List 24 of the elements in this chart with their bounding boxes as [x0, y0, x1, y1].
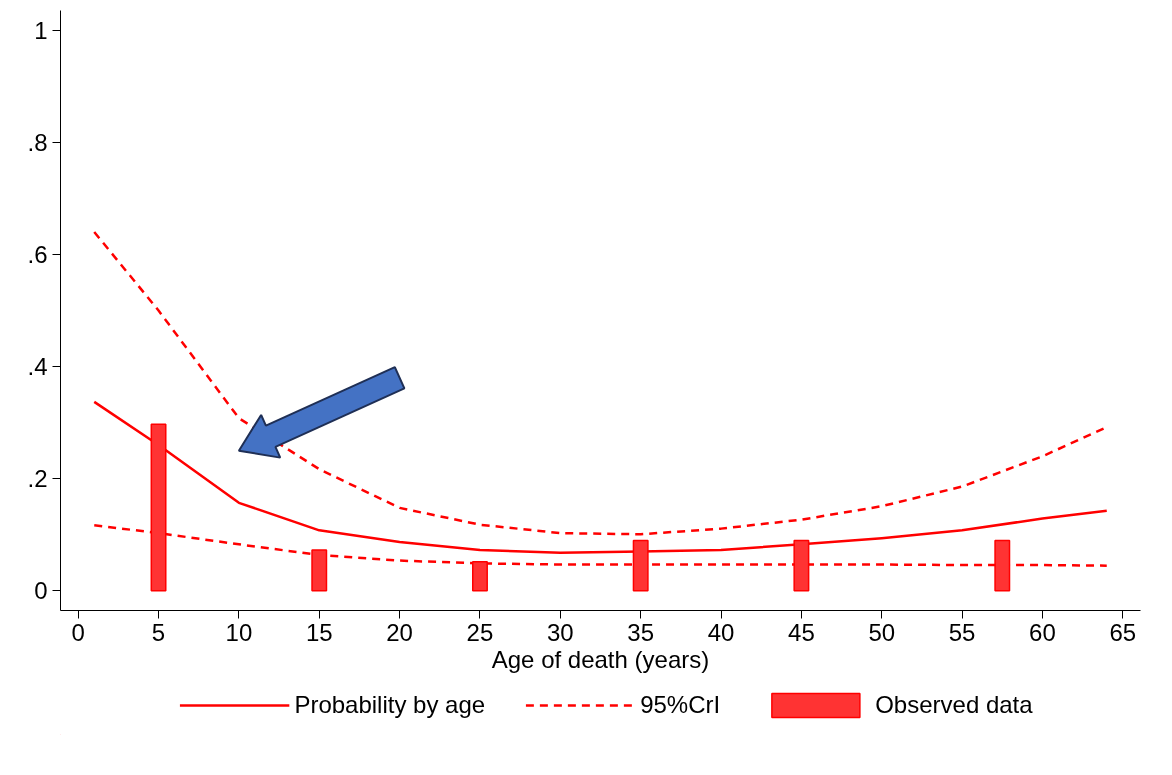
x-tick-label: 40 — [707, 618, 735, 646]
y-tick-label: .4 — [27, 353, 48, 381]
x-tick-label: 55 — [948, 618, 976, 646]
legend-label: 95%CrI — [640, 691, 721, 719]
x-tick-label: 5 — [151, 618, 166, 646]
x-tick-label: 60 — [1029, 618, 1056, 646]
y-tick-label: 0 — [34, 577, 48, 605]
x-tick-label: 0 — [71, 618, 85, 646]
x-tick-label: 15 — [305, 618, 333, 646]
x-tick-label: 45 — [788, 618, 815, 646]
x-tick-label: 35 — [627, 618, 655, 646]
y-tick-label: 1 — [34, 16, 48, 44]
x-tick-label: 50 — [868, 618, 896, 646]
legend-label: Probability by age — [294, 691, 486, 719]
x-tick-label: 20 — [386, 618, 413, 646]
x-tick-label: 10 — [225, 618, 253, 646]
y-tick-label: .2 — [27, 465, 48, 493]
x-tick-label: 25 — [466, 618, 494, 646]
y-tick-label: .8 — [27, 128, 48, 156]
y-tick-label: .6 — [27, 240, 48, 268]
x-tick-label: 65 — [1109, 618, 1137, 646]
x-tick-label: 30 — [546, 618, 574, 646]
legend-label: Observed data — [875, 691, 1033, 719]
x-axis-title: Age of death (years) — [491, 645, 710, 673]
